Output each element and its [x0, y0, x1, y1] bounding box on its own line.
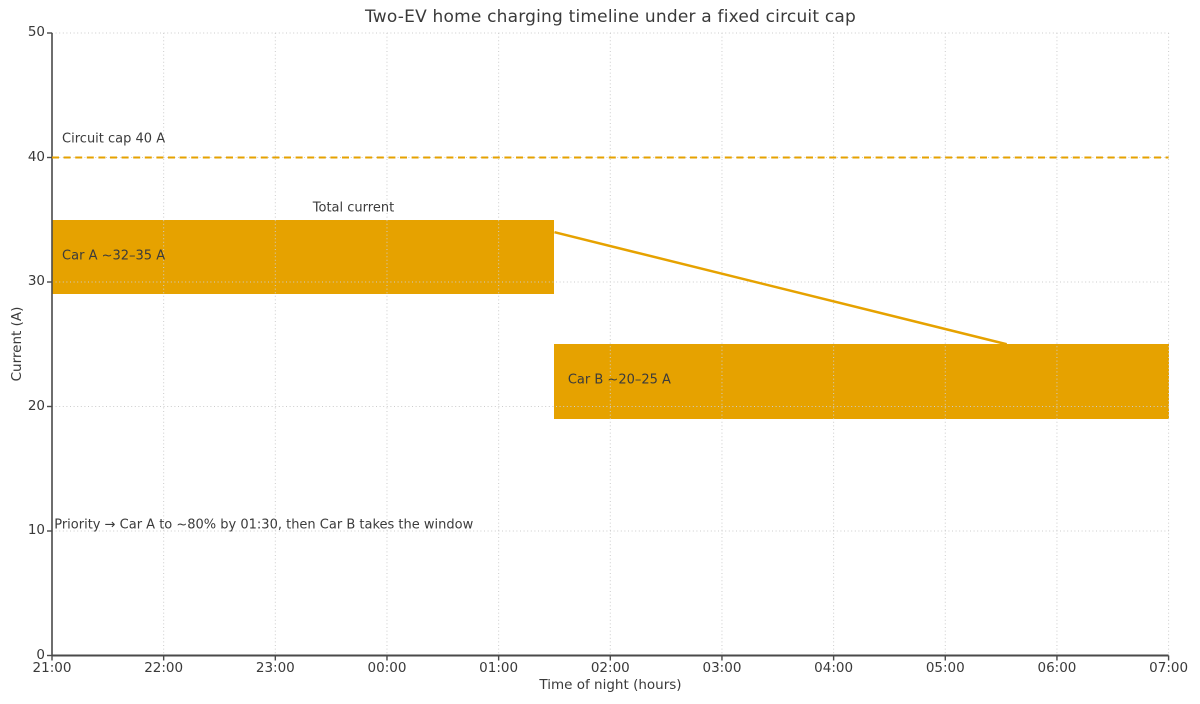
x-tick-label: 00:00 [367, 659, 407, 676]
priority-annotation: Priority → Car A to ~80% by 01:30, then … [54, 517, 474, 533]
x-tick-label: 02:00 [590, 659, 630, 676]
y-axis-label: Current (A) [9, 306, 25, 382]
x-tick-label: 01:00 [479, 659, 519, 676]
y-tick-label: 50 [27, 24, 45, 40]
chart-title: Two-EV home charging timeline under a fi… [365, 7, 856, 27]
x-axis-label: Time of night (hours) [539, 677, 682, 693]
x-tick-label: 23:00 [255, 659, 295, 676]
x-tick-label: 04:00 [814, 659, 854, 676]
y-tick-label: 10 [27, 522, 45, 538]
y-tick-label: 40 [27, 148, 45, 165]
x-tick-label: 22:00 [144, 659, 184, 676]
y-tick-label: 30 [27, 273, 45, 289]
y-tick-label: 0 [36, 646, 45, 663]
x-tick-label: 05:00 [925, 659, 965, 676]
total-current-label: Total current [312, 200, 395, 216]
car-a-bar-label: Car A ~32–35 A [62, 248, 166, 264]
x-tick-label: 03:00 [702, 659, 742, 676]
total-current-line [554, 230, 1007, 346]
car-b-bar-label: Car B ~20–25 A [567, 372, 671, 388]
x-tick-label: 06:00 [1037, 659, 1077, 676]
circuit-cap-label: Circuit cap 40 A [62, 131, 166, 147]
y-tick-label: 20 [27, 397, 45, 414]
x-tick-label: 21:00 [32, 659, 72, 676]
x-tick-label: 07:00 [1149, 659, 1189, 676]
